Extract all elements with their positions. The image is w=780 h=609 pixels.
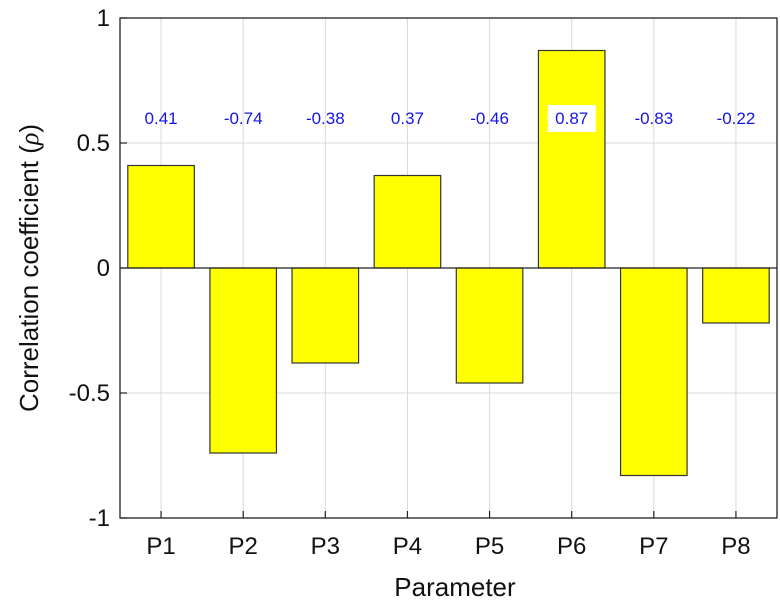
bar-p5 bbox=[455, 267, 524, 384]
y-tick-label: -1 bbox=[89, 505, 110, 532]
x-axis-label: Parameter bbox=[394, 572, 516, 602]
data-label-p6: 0.87 bbox=[555, 109, 588, 128]
bar-p2 bbox=[209, 267, 278, 454]
bars-layer bbox=[127, 49, 770, 477]
data-label-p5: -0.46 bbox=[470, 109, 509, 128]
y-axis-ticks: -1 -0.5 0 0.5 1 bbox=[69, 5, 127, 532]
data-label-p1: 0.41 bbox=[145, 109, 178, 128]
x-axis-ticks: P1 P2 P3 P4 P5 P6 P7 P8 bbox=[146, 511, 751, 560]
data-label-p7: -0.83 bbox=[634, 109, 673, 128]
x-tick-label: P3 bbox=[311, 533, 340, 560]
data-label-p3: -0.38 bbox=[306, 109, 345, 128]
bar-p1 bbox=[127, 164, 195, 269]
y-tick-label: 0.5 bbox=[77, 130, 110, 157]
y-axis-label-symbol: ρ bbox=[15, 133, 44, 146]
data-label-p2: -0.74 bbox=[224, 109, 263, 128]
x-tick-label: P4 bbox=[393, 533, 422, 560]
data-labels-layer: 0.41 -0.74 -0.38 0.37 -0.46 0.87 -0.83 -0.22 bbox=[145, 105, 756, 132]
bar-p6 bbox=[537, 49, 606, 269]
bar-p7 bbox=[619, 267, 688, 477]
y-axis-label-main: Correlation coefficient ( bbox=[14, 145, 44, 412]
y-tick-label: 0 bbox=[97, 255, 110, 282]
x-tick-label: P8 bbox=[721, 533, 750, 560]
x-tick-label: P6 bbox=[557, 533, 586, 560]
y-axis-label: Correlation coefficient (ρ) bbox=[14, 124, 44, 412]
bar-p3 bbox=[291, 267, 360, 364]
data-label-p4: 0.37 bbox=[391, 109, 424, 128]
bar-p4 bbox=[373, 174, 442, 269]
y-axis-label-end: ) bbox=[14, 124, 44, 133]
x-tick-label: P1 bbox=[146, 533, 175, 560]
x-tick-label: P5 bbox=[475, 533, 504, 560]
data-label-p8: -0.22 bbox=[717, 109, 756, 128]
data-label-background bbox=[547, 105, 596, 132]
bar-p8 bbox=[702, 267, 770, 324]
y-tick-label: -0.5 bbox=[69, 380, 110, 407]
y-tick-label: 1 bbox=[97, 5, 110, 32]
x-tick-label: P2 bbox=[229, 533, 258, 560]
x-tick-label: P7 bbox=[639, 533, 668, 560]
